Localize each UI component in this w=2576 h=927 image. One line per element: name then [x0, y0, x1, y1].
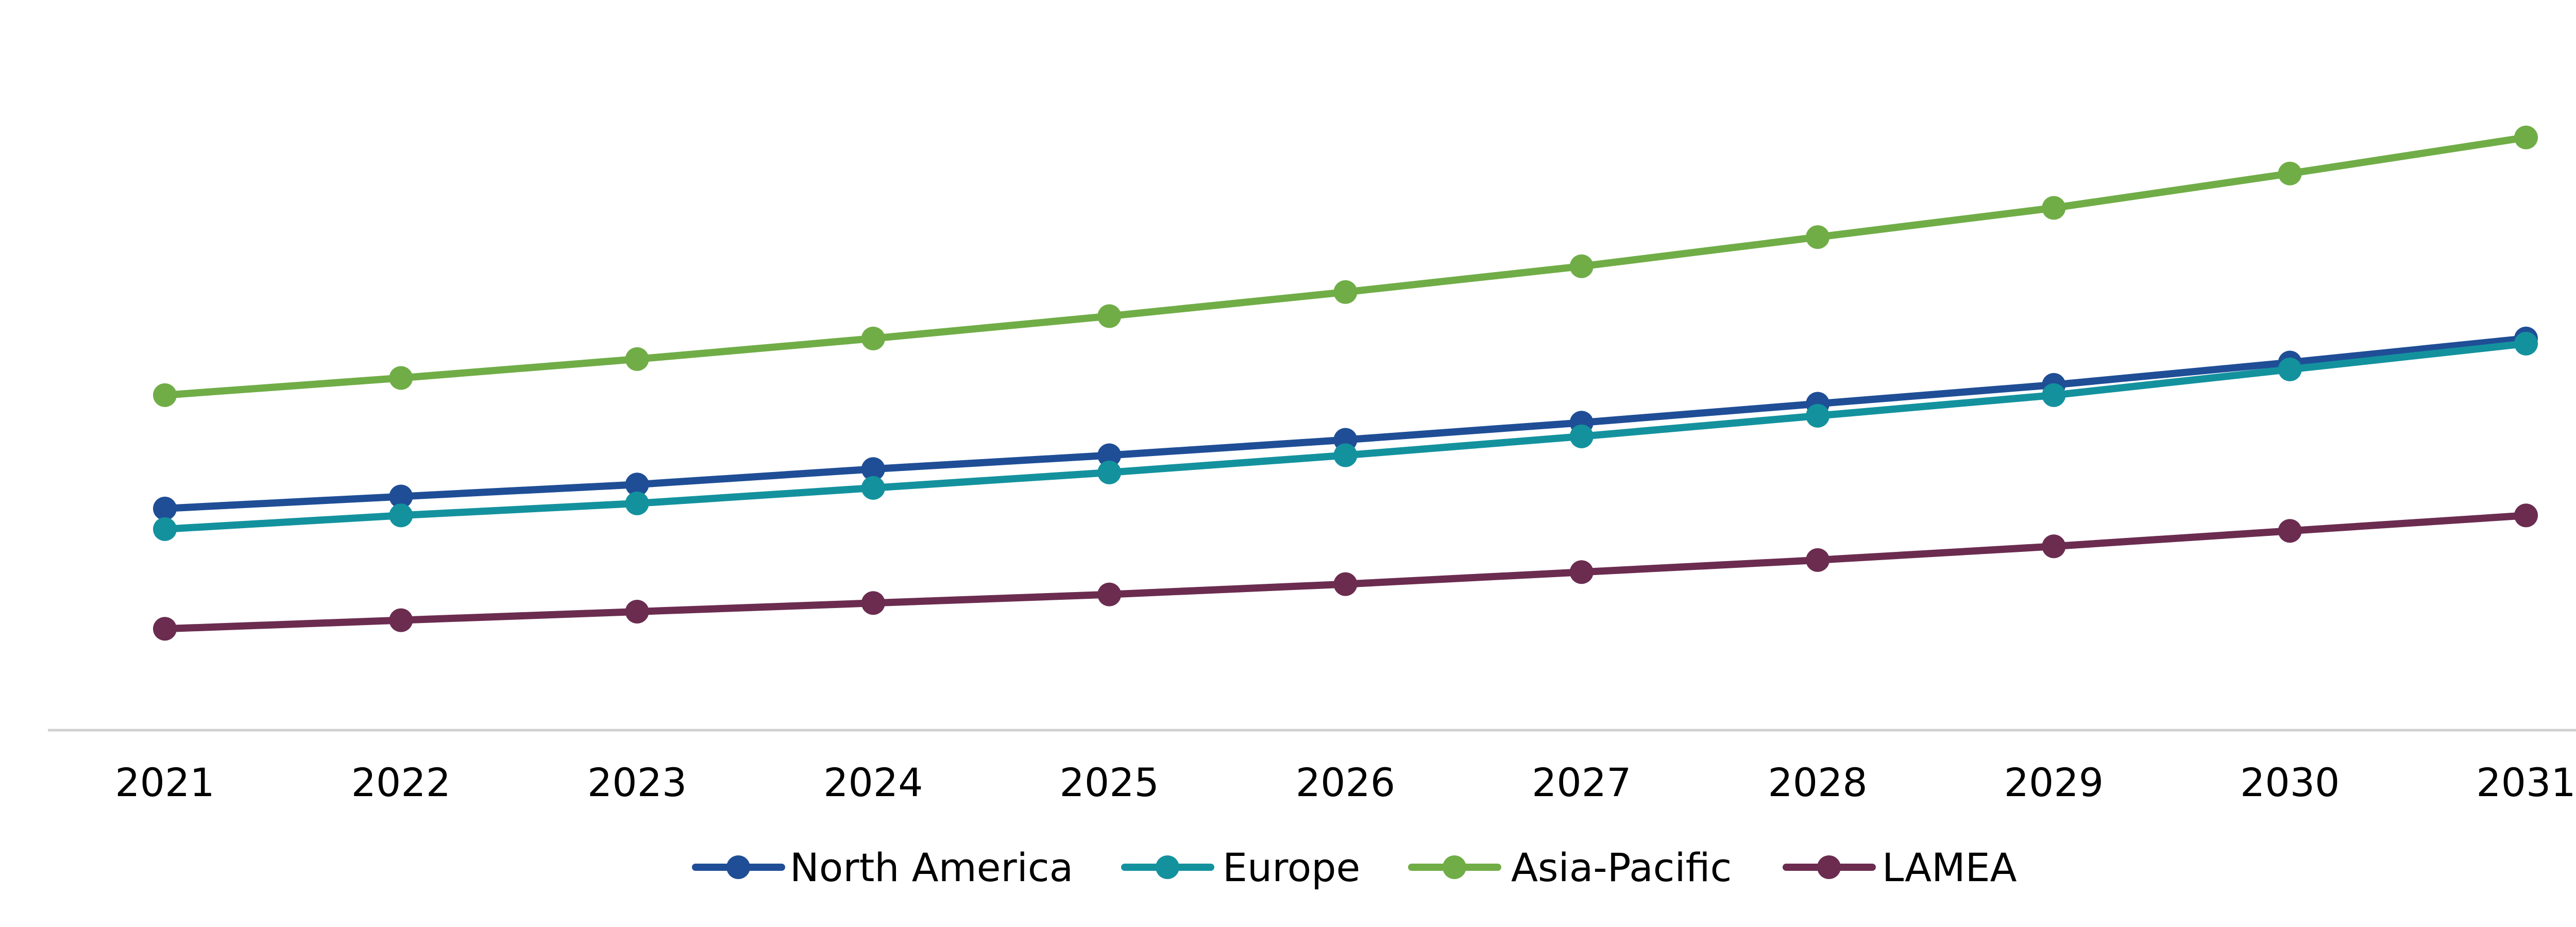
series-line	[164, 512, 2527, 633]
data-point	[1806, 548, 1830, 572]
data-point	[2278, 357, 2302, 381]
legend-label: Europe	[1223, 845, 1360, 890]
legend-item: North America	[692, 845, 1073, 890]
legend-dot-marker	[1817, 855, 1841, 879]
data-point	[2514, 503, 2538, 528]
data-point	[1333, 572, 1358, 596]
data-point	[2278, 161, 2302, 186]
data-point	[861, 476, 885, 500]
data-point	[1569, 254, 1594, 278]
series-lines	[153, 125, 2538, 641]
data-point	[1097, 582, 1122, 606]
data-point	[1806, 403, 1830, 428]
x-tick-label: 2028	[1768, 760, 1867, 805]
legend-label: North America	[790, 845, 1073, 890]
legend-item: Europe	[1121, 845, 1360, 890]
series-line	[164, 334, 2527, 512]
x-tick-label: 2030	[2240, 760, 2340, 805]
data-point	[1569, 424, 1594, 448]
data-point	[153, 496, 177, 520]
data-point	[389, 366, 413, 390]
x-tick-label: 2022	[351, 760, 451, 805]
data-point	[1097, 443, 1122, 467]
legend-item: LAMEA	[1783, 845, 2017, 890]
data-point	[2042, 534, 2066, 559]
data-point	[2278, 519, 2302, 543]
data-point	[2042, 196, 2066, 220]
data-point	[153, 517, 177, 541]
data-point	[389, 503, 413, 528]
data-point	[861, 591, 885, 615]
series-lamea	[153, 503, 2538, 641]
series-asia-pacific	[153, 125, 2538, 407]
data-point	[1806, 225, 1830, 249]
data-point	[2042, 383, 2066, 407]
data-point	[625, 347, 649, 371]
data-point	[861, 457, 885, 481]
legend-label: LAMEA	[1882, 845, 2017, 890]
data-point	[625, 491, 649, 515]
series-line	[164, 133, 2527, 399]
legend-dot-marker	[726, 855, 750, 879]
x-tick-label: 2029	[2004, 760, 2104, 805]
data-point	[1097, 304, 1122, 328]
data-point	[389, 608, 413, 632]
data-point	[1333, 280, 1358, 304]
data-point	[1569, 560, 1594, 584]
data-point	[625, 599, 649, 623]
data-point	[153, 383, 177, 407]
data-point	[2514, 125, 2538, 149]
data-point	[861, 326, 885, 350]
x-tick-label: 2027	[1532, 760, 1631, 805]
x-tick-label: 2031	[2476, 760, 2575, 805]
x-tick-labels: 2021 2022 2023 2024 2025 2026 2027 2028 2029 2030…	[115, 760, 2575, 805]
legend-dot-marker	[1156, 855, 1179, 879]
data-point	[625, 473, 649, 497]
legend-item: Asia-Pacific	[1408, 845, 1732, 890]
x-tick-label: 2025	[1059, 760, 1159, 805]
data-point	[2514, 331, 2538, 356]
x-tick-label: 2026	[1296, 760, 1395, 805]
x-tick-label: 2021	[115, 760, 214, 805]
data-point	[153, 617, 177, 641]
series-europe	[153, 331, 2538, 541]
x-tick-label: 2023	[587, 760, 687, 805]
legend-label: Asia-Pacific	[1511, 845, 1732, 890]
data-point	[389, 484, 413, 509]
series-north-america	[153, 326, 2538, 520]
legend-dot-marker	[1443, 855, 1466, 879]
x-tick-label: 2024	[823, 760, 923, 805]
data-point	[1097, 460, 1122, 484]
data-point	[1333, 443, 1358, 467]
legend: North America Europe Asia-Pacific LAMEA	[692, 845, 2017, 890]
